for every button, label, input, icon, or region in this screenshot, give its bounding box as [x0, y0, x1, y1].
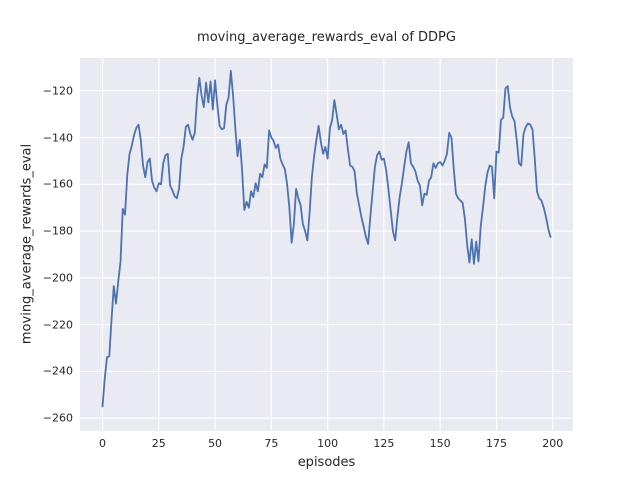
- y-tick-label: −160: [42, 177, 73, 191]
- plot-svg: [80, 58, 573, 431]
- plot-area: [80, 58, 573, 431]
- y-tick-label: −260: [42, 411, 73, 425]
- x-tick-label: 25: [151, 437, 166, 450]
- y-tick-label: −140: [42, 131, 73, 144]
- gridlines: [80, 58, 573, 431]
- x-tick-label: 175: [485, 437, 507, 450]
- x-tick-label: 0: [99, 437, 106, 450]
- x-tick-label: 150: [429, 437, 451, 450]
- y-tick-label: −220: [42, 318, 73, 332]
- y-tick-label: −180: [42, 224, 73, 238]
- x-tick-label: 200: [542, 437, 564, 450]
- x-tick-label: 100: [317, 437, 339, 450]
- x-tick-label: 50: [208, 437, 223, 450]
- x-tick-label: 125: [373, 437, 395, 450]
- chart-title: moving_average_rewards_eval of DDPG: [197, 30, 456, 45]
- y-tick-label: −240: [42, 364, 73, 378]
- y-tick-label: −200: [42, 271, 73, 285]
- x-tick-label: 75: [264, 437, 279, 450]
- y-axis-label: moving_average_rewards_eval: [19, 143, 35, 345]
- y-tick-label: −120: [42, 84, 73, 98]
- x-axis-label: episodes: [297, 455, 356, 470]
- series-line: [101, 69, 552, 408]
